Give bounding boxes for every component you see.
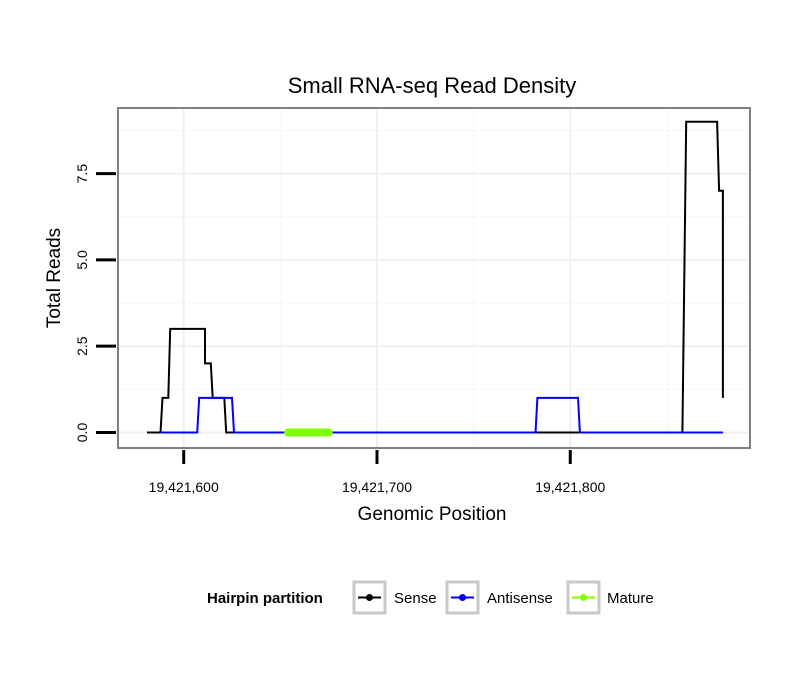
y-tick-label: 0.0 bbox=[74, 423, 90, 443]
legend-title: Hairpin partition bbox=[207, 590, 323, 607]
legend: Hairpin partition Sense Antisense Mature bbox=[207, 580, 654, 615]
x-axis-title: Genomic Position bbox=[358, 504, 507, 525]
x-tick-label: 19,421,700 bbox=[342, 479, 412, 495]
legend-swatch-point bbox=[580, 594, 587, 601]
legend-label: Mature bbox=[607, 590, 654, 607]
y-tick-label: 5.0 bbox=[74, 250, 90, 270]
y-tick-label: 7.5 bbox=[74, 164, 90, 184]
x-axis-ticks: 19,421,600 19,421,700 19,421,800 bbox=[149, 450, 606, 495]
legend-key-sense: Sense bbox=[352, 580, 437, 615]
x-tick-label: 19,421,800 bbox=[535, 479, 605, 495]
legend-label: Antisense bbox=[487, 590, 553, 607]
chart-title: Small RNA-seq Read Density bbox=[288, 73, 577, 98]
plot-panel bbox=[117, 107, 751, 449]
grid bbox=[118, 108, 750, 448]
y-tick-label: 2.5 bbox=[74, 336, 90, 356]
legend-label: Sense bbox=[394, 590, 437, 607]
series-layer bbox=[147, 120, 724, 437]
series-antisense-line bbox=[160, 396, 723, 434]
y-axis-ticks: 0.0 2.5 5.0 7.5 bbox=[74, 164, 116, 443]
x-tick-label: 19,421,600 bbox=[149, 479, 219, 495]
legend-keys: Sense Antisense Mature bbox=[352, 580, 654, 615]
legend-key-antisense: Antisense bbox=[445, 580, 553, 615]
y-axis-title: Total Reads bbox=[44, 228, 65, 328]
series-sense-line bbox=[147, 120, 724, 434]
legend-swatch-point bbox=[366, 594, 373, 601]
legend-swatch-point bbox=[459, 594, 466, 601]
legend-key-mature: Mature bbox=[566, 580, 654, 615]
